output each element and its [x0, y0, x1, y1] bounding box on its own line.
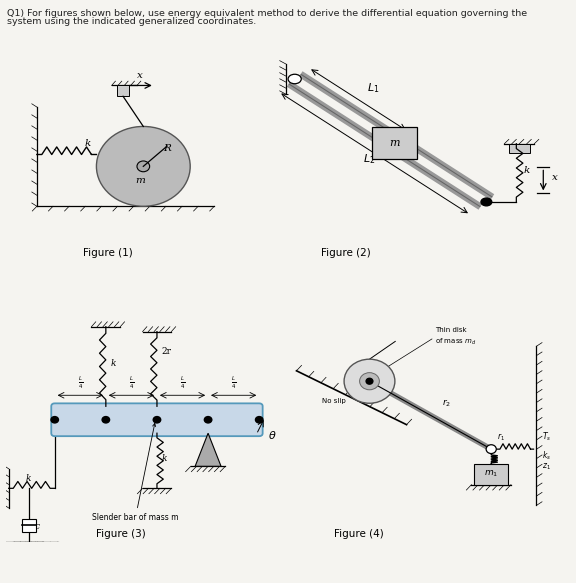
Bar: [509, 143, 530, 153]
Text: $\frac{L}{4}$: $\frac{L}{4}$: [180, 375, 185, 391]
Text: system using the indicated generalized coordinates.: system using the indicated generalized c…: [7, 17, 256, 26]
Text: $\theta$: $\theta$: [268, 429, 276, 441]
Text: k: k: [524, 166, 530, 175]
Bar: [474, 464, 508, 484]
Text: m: m: [389, 138, 400, 148]
Circle shape: [288, 74, 301, 84]
Text: $\frac{L}{4}$: $\frac{L}{4}$: [231, 375, 236, 391]
Text: x: x: [552, 173, 558, 182]
Circle shape: [344, 359, 395, 403]
Text: x: x: [137, 71, 142, 80]
Text: $r_2$: $r_2$: [442, 398, 451, 409]
Text: $L_2$: $L_2$: [363, 152, 375, 166]
Text: $m_1$: $m_1$: [484, 469, 498, 479]
Text: Slender bar of mass m: Slender bar of mass m: [92, 423, 179, 522]
FancyBboxPatch shape: [51, 403, 263, 436]
Text: $\frac{L}{4}$: $\frac{L}{4}$: [78, 375, 83, 391]
Text: k: k: [85, 139, 91, 148]
Text: k: k: [110, 359, 116, 368]
Circle shape: [481, 198, 492, 206]
Text: $r_1$: $r_1$: [497, 431, 505, 443]
Text: c: c: [35, 522, 40, 531]
Text: Figure (4): Figure (4): [334, 529, 384, 539]
Text: m: m: [136, 175, 146, 185]
Text: Figure (3): Figure (3): [96, 529, 146, 539]
Text: No slip: No slip: [322, 398, 346, 403]
Bar: [22, 519, 36, 532]
Circle shape: [51, 417, 59, 423]
Text: k: k: [26, 474, 32, 483]
Text: Figure (1): Figure (1): [83, 248, 132, 258]
Circle shape: [137, 161, 150, 172]
Circle shape: [486, 445, 497, 454]
Circle shape: [96, 127, 190, 206]
Text: Q1) For figures shown below, use energy equivalent method to derive the differen: Q1) For figures shown below, use energy …: [7, 9, 527, 17]
Text: 2r: 2r: [161, 347, 171, 356]
Circle shape: [255, 417, 263, 423]
Circle shape: [153, 417, 161, 423]
Circle shape: [204, 417, 212, 423]
Polygon shape: [195, 433, 221, 466]
Text: of mass $m_d$: of mass $m_d$: [435, 337, 476, 347]
Circle shape: [366, 378, 373, 384]
Text: k: k: [161, 454, 167, 463]
Bar: [117, 86, 130, 96]
Text: $z_1$: $z_1$: [542, 462, 551, 472]
Text: Thin disk: Thin disk: [435, 326, 467, 333]
Text: $T_s$: $T_s$: [542, 430, 551, 443]
Text: $L_1$: $L_1$: [367, 81, 380, 95]
Text: Figure (2): Figure (2): [321, 248, 370, 258]
Circle shape: [102, 417, 109, 423]
Circle shape: [359, 373, 380, 390]
Bar: [372, 127, 417, 159]
Text: $\frac{L}{4}$: $\frac{L}{4}$: [128, 375, 134, 391]
Text: R: R: [164, 144, 172, 153]
Text: $k_s$: $k_s$: [542, 450, 551, 462]
